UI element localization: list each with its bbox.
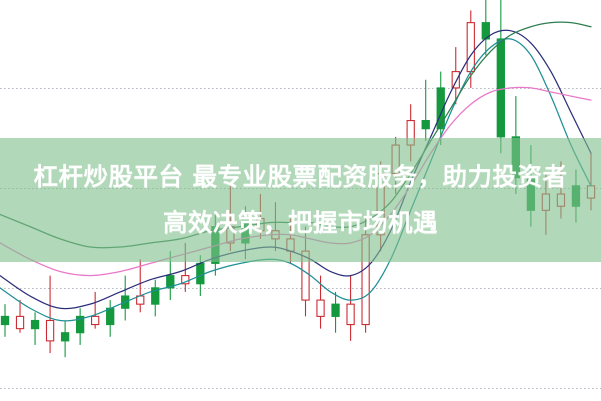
promo-banner[interactable]: 杠杆炒股平台 最专业股票配资服务，助力投资者 高效决策，把握市场机遇 <box>0 138 601 262</box>
ma-line-ma-teal <box>0 38 592 322</box>
candle-body <box>91 315 100 326</box>
candle-body <box>30 319 40 330</box>
candle-body <box>151 287 160 305</box>
candle-body <box>15 315 25 330</box>
ma-line-ma-navy <box>0 29 592 310</box>
candle-body <box>451 71 460 89</box>
candle-body <box>45 319 55 342</box>
candle-body <box>106 307 115 326</box>
candle-body <box>75 315 85 334</box>
candle-body <box>466 22 475 73</box>
candle-body <box>181 275 190 285</box>
candle-body <box>331 303 340 317</box>
candle-body <box>0 315 10 326</box>
candle-body <box>60 332 70 342</box>
candle-body <box>421 120 430 130</box>
candle-body <box>436 87 445 130</box>
promo-line-2: 高效决策，把握市场机遇 <box>163 208 438 237</box>
candle-body <box>166 275 175 289</box>
candle-body <box>346 303 355 326</box>
candle-body <box>496 38 505 138</box>
promo-line-1: 杠杆炒股平台 最专业股票配资服务，助力投资者 <box>33 162 568 191</box>
candle-body <box>196 262 205 285</box>
candle-body <box>316 299 325 317</box>
